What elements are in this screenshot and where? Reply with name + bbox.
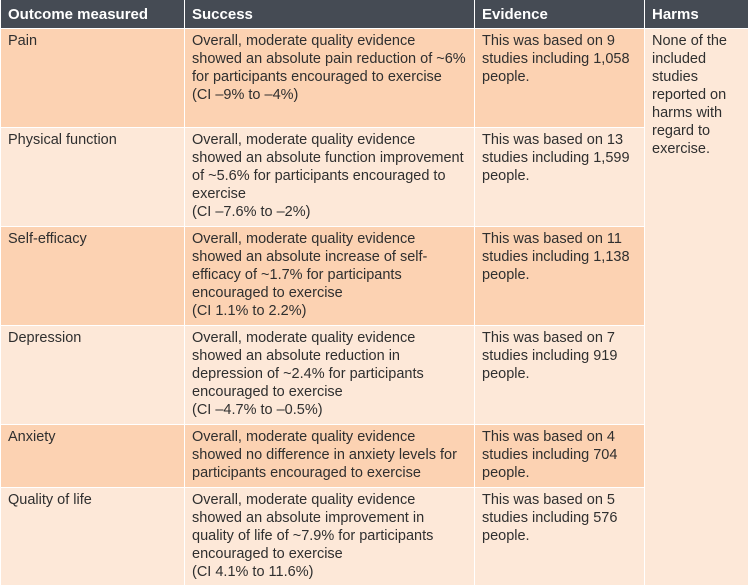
table-row: Anxiety Overall, moderate quality eviden… xyxy=(1,425,748,488)
evidence-cell: This was based on 5 studies including 57… xyxy=(475,488,645,586)
evidence-cell: This was based on 9 studies including 1,… xyxy=(475,29,645,128)
evidence-cell: This was based on 4 studies including 70… xyxy=(475,425,645,488)
table-row: Physical function Overall, moderate qual… xyxy=(1,128,748,227)
success-text: Overall, moderate quality evidence showe… xyxy=(192,428,467,482)
outcome-cell: Anxiety xyxy=(1,425,185,488)
success-text: Overall, moderate quality evidence showe… xyxy=(192,131,467,203)
header-harms: Harms xyxy=(645,0,748,29)
success-text: Overall, moderate quality evidence showe… xyxy=(192,329,467,401)
success-text: Overall, moderate quality evidence showe… xyxy=(192,230,467,302)
success-cell: Overall, moderate quality evidence showe… xyxy=(185,326,475,425)
table-row: Self-efficacy Overall, moderate quality … xyxy=(1,227,748,326)
header-outcome: Outcome measured xyxy=(1,0,185,29)
ci-text: (CI –4.7% to –0.5%) xyxy=(192,401,467,419)
header-evidence: Evidence xyxy=(475,0,645,29)
success-cell: Overall, moderate quality evidence showe… xyxy=(185,488,475,586)
outcome-cell: Depression xyxy=(1,326,185,425)
success-text: Overall, moderate quality evidence showe… xyxy=(192,32,467,86)
table-row: Depression Overall, moderate quality evi… xyxy=(1,326,748,425)
evidence-cell: This was based on 11 studies including 1… xyxy=(475,227,645,326)
outcome-cell: Self-efficacy xyxy=(1,227,185,326)
ci-text: (CI 4.1% to 11.6%) xyxy=(192,563,467,581)
success-cell: Overall, moderate quality evidence showe… xyxy=(185,29,475,128)
success-cell: Overall, moderate quality evidence showe… xyxy=(185,128,475,227)
header-row: Outcome measured Success Evidence Harms xyxy=(1,0,748,29)
success-cell: Overall, moderate quality evidence showe… xyxy=(185,425,475,488)
header-success: Success xyxy=(185,0,475,29)
ci-text: (CI 1.1% to 2.2%) xyxy=(192,302,467,320)
outcome-cell: Physical function xyxy=(1,128,185,227)
success-cell: Overall, moderate quality evidence showe… xyxy=(185,227,475,326)
ci-text: (CI –7.6% to –2%) xyxy=(192,203,467,221)
outcome-cell: Quality of life xyxy=(1,488,185,586)
ci-text: (CI –9% to –4%) xyxy=(192,86,467,104)
table-row: Pain Overall, moderate quality evidence … xyxy=(1,29,748,128)
outcome-cell: Pain xyxy=(1,29,185,128)
evidence-cell: This was based on 13 studies including 1… xyxy=(475,128,645,227)
harms-cell: None of the included studies reported on… xyxy=(645,29,748,586)
table-row: Quality of life Overall, moderate qualit… xyxy=(1,488,748,586)
success-text: Overall, moderate quality evidence showe… xyxy=(192,491,467,563)
evidence-cell: This was based on 7 studies including 91… xyxy=(475,326,645,425)
